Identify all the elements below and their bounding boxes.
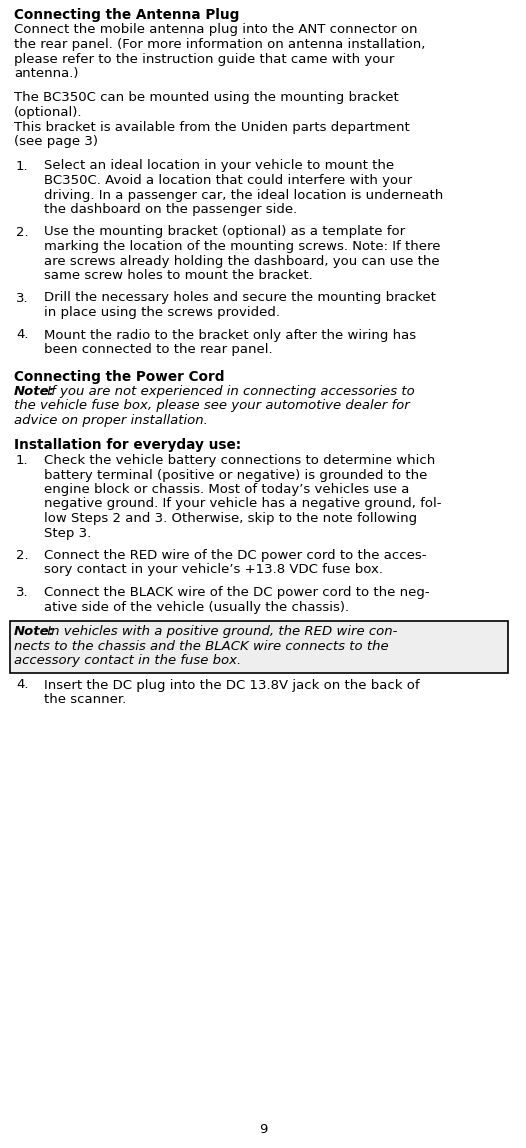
Text: 2.: 2. bbox=[16, 549, 28, 563]
Text: nects to the chassis and the BLACK wire connects to the: nects to the chassis and the BLACK wire … bbox=[14, 639, 389, 652]
Text: In vehicles with a positive ground, the RED wire con-: In vehicles with a positive ground, the … bbox=[43, 625, 397, 638]
Text: 1.: 1. bbox=[16, 453, 28, 467]
Text: advice on proper installation.: advice on proper installation. bbox=[14, 414, 208, 427]
Text: accessory contact in the fuse box.: accessory contact in the fuse box. bbox=[14, 654, 241, 667]
Text: Installation for everyday use:: Installation for everyday use: bbox=[14, 439, 241, 452]
Text: negative ground. If your vehicle has a negative ground, fol-: negative ground. If your vehicle has a n… bbox=[44, 497, 441, 511]
Text: low Steps 2 and 3. Otherwise, skip to the note following: low Steps 2 and 3. Otherwise, skip to th… bbox=[44, 512, 417, 525]
Text: Connect the mobile antenna plug into the ANT connector on: Connect the mobile antenna plug into the… bbox=[14, 23, 418, 37]
Text: BC350C. Avoid a location that could interfere with your: BC350C. Avoid a location that could inte… bbox=[44, 174, 412, 187]
Text: 4.: 4. bbox=[16, 328, 28, 341]
Text: If you are not experienced in connecting accessories to: If you are not experienced in connecting… bbox=[43, 385, 414, 398]
Text: 2.: 2. bbox=[16, 225, 28, 239]
Text: Insert the DC plug into the DC 13.8V jack on the back of: Insert the DC plug into the DC 13.8V jac… bbox=[44, 678, 420, 691]
Text: Drill the necessary holes and secure the mounting bracket: Drill the necessary holes and secure the… bbox=[44, 292, 436, 304]
Text: Step 3.: Step 3. bbox=[44, 527, 91, 540]
Text: the dashboard on the passenger side.: the dashboard on the passenger side. bbox=[44, 203, 297, 216]
Text: Note:: Note: bbox=[14, 625, 55, 638]
Text: This bracket is available from the Uniden parts department: This bracket is available from the Unide… bbox=[14, 121, 410, 133]
Bar bbox=[10, 621, 508, 673]
Text: 1.: 1. bbox=[16, 160, 28, 172]
Text: The BC350C can be mounted using the mounting bracket: The BC350C can be mounted using the moun… bbox=[14, 92, 399, 104]
Text: Connect the RED wire of the DC power cord to the acces-: Connect the RED wire of the DC power cor… bbox=[44, 549, 427, 563]
Text: are screws already holding the dashboard, you can use the: are screws already holding the dashboard… bbox=[44, 255, 440, 267]
Text: battery terminal (positive or negative) is grounded to the: battery terminal (positive or negative) … bbox=[44, 468, 427, 481]
Text: please refer to the instruction guide that came with your: please refer to the instruction guide th… bbox=[14, 53, 394, 65]
Text: (see page 3): (see page 3) bbox=[14, 135, 98, 148]
Text: sory contact in your vehicle’s +13.8 VDC fuse box.: sory contact in your vehicle’s +13.8 VDC… bbox=[44, 564, 383, 576]
Text: Note:: Note: bbox=[14, 385, 55, 398]
Text: marking the location of the mounting screws. Note: If there: marking the location of the mounting scr… bbox=[44, 240, 440, 253]
Text: driving. In a passenger car, the ideal location is underneath: driving. In a passenger car, the ideal l… bbox=[44, 188, 443, 202]
Text: 3.: 3. bbox=[16, 585, 28, 599]
Text: same screw holes to mount the bracket.: same screw holes to mount the bracket. bbox=[44, 269, 313, 282]
Text: Connecting the Antenna Plug: Connecting the Antenna Plug bbox=[14, 8, 239, 22]
Text: ative side of the vehicle (usually the chassis).: ative side of the vehicle (usually the c… bbox=[44, 600, 349, 613]
Text: the vehicle fuse box, please see your automotive dealer for: the vehicle fuse box, please see your au… bbox=[14, 400, 410, 412]
Text: Check the vehicle battery connections to determine which: Check the vehicle battery connections to… bbox=[44, 453, 435, 467]
Text: the scanner.: the scanner. bbox=[44, 693, 126, 706]
Text: Connecting the Power Cord: Connecting the Power Cord bbox=[14, 370, 225, 383]
Text: (optional).: (optional). bbox=[14, 106, 83, 119]
Text: 9: 9 bbox=[259, 1123, 267, 1137]
Text: Use the mounting bracket (optional) as a template for: Use the mounting bracket (optional) as a… bbox=[44, 225, 405, 239]
Text: engine block or chassis. Most of today’s vehicles use a: engine block or chassis. Most of today’s… bbox=[44, 483, 409, 496]
Text: Connect the BLACK wire of the DC power cord to the neg-: Connect the BLACK wire of the DC power c… bbox=[44, 585, 430, 599]
Text: Mount the radio to the bracket only after the wiring has: Mount the radio to the bracket only afte… bbox=[44, 328, 416, 341]
Text: 3.: 3. bbox=[16, 292, 28, 304]
Text: 4.: 4. bbox=[16, 678, 28, 691]
Text: Select an ideal location in your vehicle to mount the: Select an ideal location in your vehicle… bbox=[44, 160, 394, 172]
Text: been connected to the rear panel.: been connected to the rear panel. bbox=[44, 343, 272, 356]
Text: the rear panel. (For more information on antenna installation,: the rear panel. (For more information on… bbox=[14, 38, 426, 51]
Text: in place using the screws provided.: in place using the screws provided. bbox=[44, 307, 280, 319]
Text: antenna.): antenna.) bbox=[14, 67, 78, 80]
